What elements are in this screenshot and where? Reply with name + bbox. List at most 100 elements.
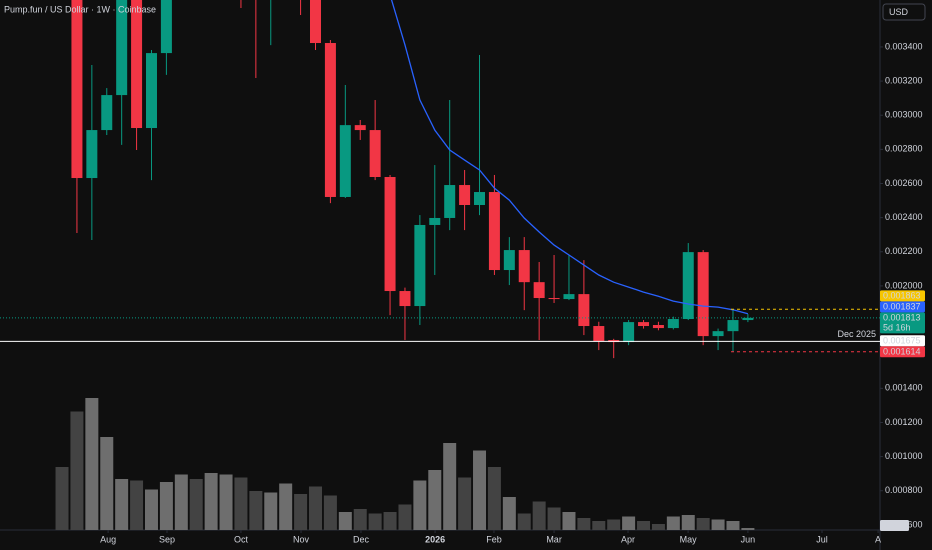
volume-bar [279,483,293,530]
candle-body [652,324,664,329]
volume-bar [413,480,427,530]
high-price-label-box [880,290,925,302]
volume-bar [115,479,129,530]
high-price-label: 0.001863 [883,291,921,301]
volume-bar [204,473,218,530]
candle-body [474,192,486,206]
volume-bar [353,509,367,530]
x-tick-label: Mar [546,534,562,544]
volume-bar [70,411,84,530]
volume-bar [547,507,561,530]
candle-body [309,0,321,44]
volume-bar [532,501,546,530]
candle-body [459,185,471,206]
plot-area [0,0,880,530]
volume-bar [711,519,725,530]
volume-bar [741,528,755,530]
y-tick-label: 0.001400 [885,383,923,393]
volume-bar [726,521,740,530]
y-tick-label: 0.003400 [885,41,923,51]
x-tick-label: Nov [293,534,310,544]
volume-bar [443,443,457,530]
volume-bar [383,512,397,530]
low-price-label-box [880,346,925,358]
low-price-label: 0.001614 [883,347,921,357]
candle-body [638,322,650,327]
volume-bar [428,470,442,530]
x-tick-label: A [875,534,881,544]
candle-body [593,326,605,342]
volume-bar [130,480,144,530]
candle-body [712,331,724,337]
volume-bar [592,521,606,530]
candle-body [101,95,113,131]
candle-body [131,0,143,129]
candle-body [742,317,754,321]
candle-body [116,0,128,96]
volume-bar [308,486,322,530]
volume-bar [249,491,263,530]
x-tick-label: Oct [234,534,249,544]
candle-body [160,0,172,54]
candle-body [533,282,545,299]
volume-bar [174,474,188,530]
volume-bar [562,512,576,530]
y-tick-label: 0.003200 [885,75,923,85]
x-tick-label: Apr [621,534,635,544]
volume-bar [85,398,99,530]
volume-bar [55,467,69,530]
candle-body [727,320,739,332]
y-tick-label: 0.002200 [885,246,923,256]
x-tick-label: May [680,534,698,544]
reference-price-label-box [880,335,925,347]
countdown-label: 5d 16h [883,323,911,333]
volume-bar [651,524,665,530]
candle-body [667,319,679,329]
x-tick-label: Aug [100,534,116,544]
x-tick-label: Dec [353,534,370,544]
volume-bar [338,512,352,530]
volume-bar [622,516,636,530]
volume-bar [144,489,158,530]
volume-bar [458,477,472,530]
moving-average [390,0,749,315]
current-price-label: 0.001813 [883,313,921,323]
x-tick-label: 2026 [425,534,445,544]
candle-body [399,291,411,307]
candle-body [86,130,98,179]
candle-body [414,224,426,307]
volume-bar [294,494,308,530]
candle-body [369,130,381,178]
candle-body [503,250,515,271]
x-tick-label: Jul [816,534,828,544]
y-tick-label: 0.001200 [885,417,923,427]
volume-bar [666,516,680,530]
reference-line-label: Dec 2025 [837,329,876,339]
y-tick-label: 0.002400 [885,212,923,222]
currency-label[interactable]: USD [889,7,909,17]
candle-body [354,125,366,131]
candle-body [563,294,575,300]
candle-body [324,43,336,197]
candle-body [488,192,500,271]
chart-title: Pump.fun / US Dollar · 1W · Coinbase [4,4,156,14]
y-tick-label: 0.002600 [885,178,923,188]
candle-body [548,298,560,300]
volume-label: 1.32 B [883,520,909,530]
volume-bar [234,477,248,530]
volume-bar [398,504,412,530]
ma-price-label-box [880,301,925,313]
volume-bar [473,450,487,530]
candle-body [339,125,351,197]
volume-bar [577,518,591,530]
candle-body [697,252,709,337]
candle-body [384,177,396,292]
y-tick-label: 0.002000 [885,280,923,290]
candle-body [578,294,590,327]
volume-label-box [880,520,909,531]
candle-body [518,250,530,283]
x-tick-label: Jun [741,534,756,544]
currency-button[interactable] [882,3,926,21]
volume-bar [189,479,203,530]
